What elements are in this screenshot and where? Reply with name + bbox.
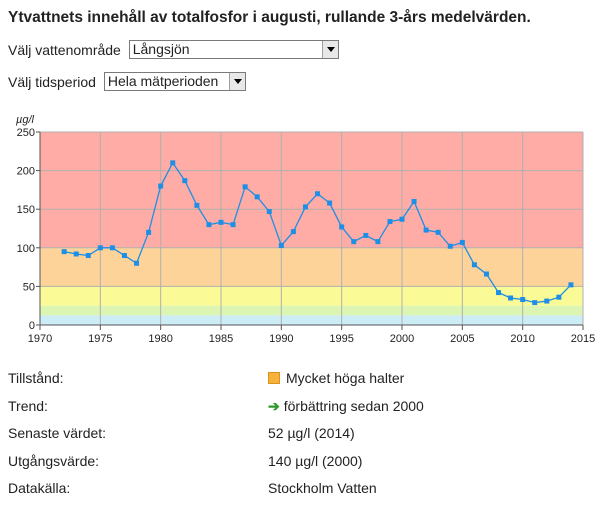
data-point — [496, 290, 502, 296]
x-tick-label: 2015 — [571, 333, 595, 345]
source-label: Datakälla: — [8, 480, 71, 496]
period-filter-label: Välj tidsperiod — [8, 73, 96, 90]
period-filter: Välj tidsperiod Hela mätperioden — [8, 72, 246, 91]
trend-value: förbättring sedan 2000 — [283, 397, 424, 414]
baseline-row: Utgångsvärde: 140 µg/l (2000) — [8, 453, 608, 481]
status-value: Mycket höga halter — [286, 370, 405, 386]
phosphorus-chart: 1970 1975 1980 1985 1990 1995 2000 2005 2010 2015… — [16, 114, 595, 345]
x-tick-label: 1990 — [269, 333, 293, 345]
area-filter: Välj vattenområde Långsjön — [8, 40, 339, 59]
data-point — [532, 300, 538, 306]
area-select-value: Långsjön — [132, 41, 190, 57]
chevron-down-icon[interactable] — [228, 73, 245, 90]
status-label: Tillstånd: — [8, 370, 64, 386]
data-point — [266, 209, 272, 215]
x-tick-label: 1970 — [28, 333, 52, 345]
data-point — [146, 229, 152, 235]
data-point — [508, 295, 514, 301]
y-axis-label: µg/l — [16, 114, 35, 126]
x-tick-label: 2000 — [390, 333, 414, 345]
y-tick-label: 200 — [17, 166, 35, 178]
trend-row: Trend: ➔ förbättring sedan 2000 — [8, 398, 608, 426]
status-row: Tillstånd: Mycket höga halter — [8, 370, 608, 398]
data-point — [363, 232, 369, 238]
data-point — [544, 298, 550, 304]
source-row: Datakälla: Stockholm Vatten — [8, 480, 608, 508]
y-tick-label: 50 — [23, 281, 35, 293]
data-point — [194, 202, 200, 208]
y-tick-label: 0 — [29, 320, 35, 332]
data-point — [290, 229, 296, 235]
chart-band — [40, 305, 583, 316]
data-point — [483, 271, 489, 277]
baseline-label: Utgångsvärde: — [8, 452, 100, 469]
source-value: Stockholm Vatten — [268, 480, 377, 496]
trend-label: Trend: — [8, 397, 48, 414]
info-table: Tillstånd: Mycket höga halter Trend: ➔ fö… — [8, 370, 608, 508]
data-point — [61, 249, 67, 255]
data-point — [242, 184, 248, 190]
data-point — [423, 227, 429, 233]
data-point — [182, 178, 188, 184]
x-tick-label: 1975 — [88, 333, 112, 345]
data-point — [556, 294, 562, 300]
data-point — [351, 239, 357, 245]
data-point — [327, 200, 333, 206]
chart-band — [40, 247, 583, 287]
page-title: Ytvattnets innehåll av totalfosfor i aug… — [8, 9, 531, 26]
data-point — [315, 191, 321, 197]
latest-value: 52 µg/l (2014) — [268, 425, 355, 441]
data-point — [399, 216, 405, 222]
x-tick-label: 1980 — [148, 333, 172, 345]
x-tick-label: 2005 — [450, 333, 474, 345]
data-point — [278, 242, 284, 248]
status-swatch-icon — [268, 371, 280, 384]
chevron-down-icon[interactable] — [321, 41, 338, 58]
period-select-value: Hela mätperioden — [107, 73, 219, 89]
y-tick-label: 150 — [17, 204, 35, 216]
data-point — [459, 239, 465, 245]
chart-band — [40, 286, 583, 306]
latest-row: Senaste värdet: 52 µg/l (2014) — [8, 425, 608, 453]
data-point — [73, 251, 79, 257]
x-tick-label: 2010 — [510, 333, 534, 345]
arrow-right-icon: ➔ — [268, 397, 280, 414]
data-point — [520, 297, 526, 303]
latest-label: Senaste värdet: — [8, 425, 107, 441]
data-point — [411, 198, 417, 204]
data-point — [134, 260, 140, 266]
data-point — [109, 245, 115, 251]
data-point — [339, 224, 345, 230]
chart-band — [40, 315, 583, 325]
area-select[interactable]: Långsjön — [128, 40, 339, 59]
data-point — [387, 219, 393, 225]
chart-band — [40, 132, 583, 248]
data-point — [447, 243, 453, 249]
area-filter-label: Välj vattenområde — [8, 41, 121, 58]
data-point — [121, 253, 127, 259]
y-tick-label: 100 — [17, 243, 35, 255]
data-point — [170, 160, 176, 166]
data-point — [230, 222, 236, 228]
y-tick-label: 250 — [17, 127, 35, 139]
data-point — [568, 282, 574, 288]
x-tick-label: 1995 — [329, 333, 353, 345]
data-point — [206, 222, 212, 228]
data-point — [302, 204, 308, 210]
x-tick-label: 1985 — [209, 333, 233, 345]
period-select[interactable]: Hela mätperioden — [103, 72, 246, 91]
data-point — [375, 239, 381, 245]
data-point — [97, 245, 103, 251]
data-point — [435, 229, 441, 235]
data-point — [218, 219, 224, 225]
data-point — [471, 262, 477, 268]
data-point — [254, 194, 260, 200]
data-point — [158, 183, 164, 189]
data-point — [85, 253, 91, 259]
baseline-value: 140 µg/l (2000) — [268, 452, 363, 469]
